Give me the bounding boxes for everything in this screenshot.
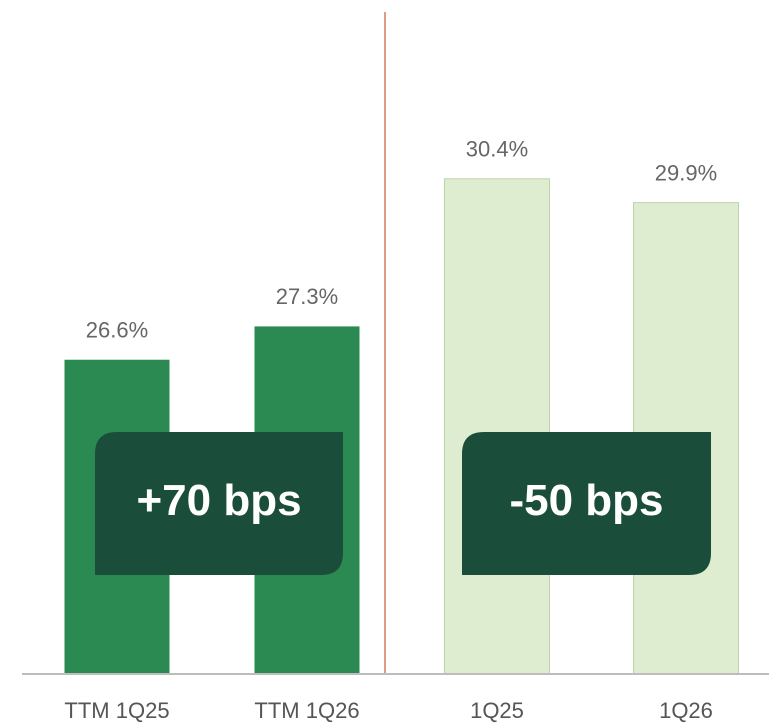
value-label: 27.3% (276, 284, 338, 309)
bar (444, 178, 550, 675)
x-tick-label: TTM 1Q25 (64, 698, 169, 723)
annotation-box (462, 432, 711, 575)
value-label: 29.9% (655, 160, 717, 185)
x-tick-label: TTM 1Q26 (254, 698, 359, 723)
annotation: -50 bps (509, 476, 663, 525)
x-tick-label: 1Q25 (470, 698, 524, 723)
value-label: 26.6% (86, 318, 148, 343)
x-tick-label: 1Q26 (659, 698, 713, 723)
annotation: +70 bps (136, 476, 301, 525)
annotation-box (95, 432, 343, 575)
value-label: 30.4% (466, 137, 528, 162)
